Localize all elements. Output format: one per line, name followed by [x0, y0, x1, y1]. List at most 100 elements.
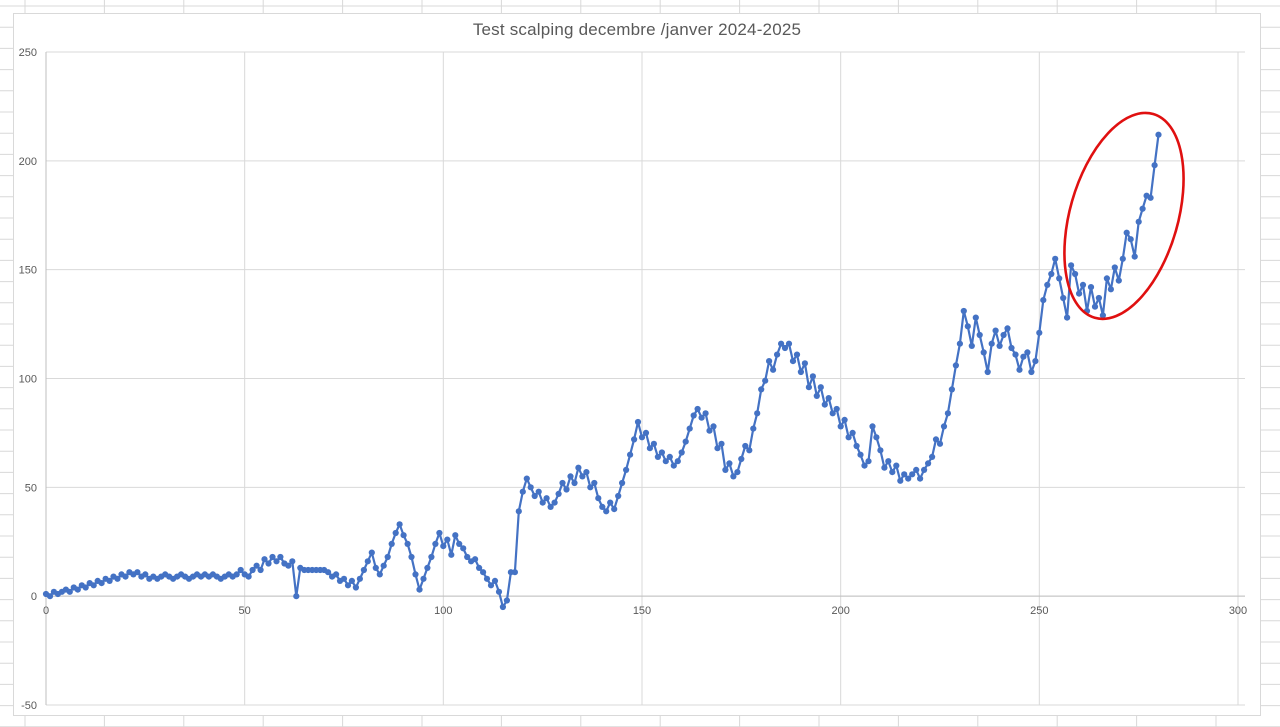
data-point [952, 362, 960, 369]
data-point [909, 471, 916, 478]
data-point [619, 479, 626, 487]
data-point [1040, 297, 1047, 304]
data-point [634, 418, 642, 426]
data-point [376, 571, 383, 578]
data-point [416, 586, 423, 593]
data-point [793, 351, 801, 358]
data-point [893, 462, 900, 469]
data-point [539, 499, 546, 506]
data-point [690, 412, 697, 419]
data-point [106, 577, 113, 585]
data-point [1127, 236, 1134, 243]
data-point [90, 582, 97, 589]
data-point [547, 503, 554, 510]
data-point [269, 553, 276, 561]
svg-text:250: 250 [1030, 605, 1048, 617]
data-point [917, 475, 924, 482]
data-point [623, 466, 630, 473]
data-point [480, 569, 487, 576]
data-point [881, 464, 888, 471]
data-point [1000, 331, 1007, 339]
data-point [662, 458, 669, 465]
chart-object[interactable] [13, 13, 1261, 716]
data-point [1111, 264, 1118, 271]
data-point [1048, 270, 1055, 278]
data-point [722, 466, 729, 473]
data-point [980, 349, 987, 356]
data-point [74, 586, 81, 593]
data-point [424, 564, 431, 572]
data-point [587, 484, 594, 491]
data-point [698, 414, 705, 421]
data-point [1095, 294, 1102, 302]
data-point [921, 466, 928, 473]
data-point [491, 577, 499, 585]
data-point [694, 405, 701, 413]
data-point [666, 453, 673, 460]
svg-text:50: 50 [25, 482, 37, 494]
data-point [523, 475, 530, 482]
data-point [1099, 312, 1106, 319]
data-point [527, 484, 534, 491]
data-series[interactable] [42, 131, 1162, 611]
svg-text:100: 100 [434, 605, 452, 617]
data-point [1107, 286, 1114, 293]
data-point [841, 416, 848, 423]
data-point [960, 307, 967, 315]
svg-text:300: 300 [1229, 605, 1247, 617]
data-point [571, 479, 578, 487]
data-point [730, 473, 737, 480]
chart-title[interactable]: Test scalping decembre /janver 2024-2025 [472, 20, 802, 39]
data-point [944, 410, 952, 417]
data-point [750, 425, 757, 432]
data-point [595, 495, 602, 502]
data-point [1012, 351, 1019, 358]
data-point [265, 560, 272, 567]
data-point [436, 529, 443, 537]
data-point [833, 405, 840, 413]
svg-text:0: 0 [31, 591, 37, 603]
data-point [551, 499, 558, 506]
data-point [1076, 290, 1083, 297]
data-point [988, 340, 995, 347]
svg-text:150: 150 [19, 265, 37, 277]
data-point [611, 506, 618, 513]
data-point [1087, 284, 1095, 291]
data-point [778, 340, 785, 347]
red-annotation-ellipse[interactable] [1043, 99, 1205, 333]
data-point [261, 556, 268, 563]
data-point [1155, 131, 1162, 138]
data-point [372, 564, 379, 572]
data-point [448, 551, 455, 558]
data-point [575, 464, 582, 471]
data-point [412, 571, 419, 578]
data-point [233, 571, 240, 578]
data-point [718, 440, 725, 447]
data-point [472, 556, 479, 563]
svg-text:250: 250 [19, 47, 37, 59]
data-point [638, 434, 646, 441]
data-point [940, 423, 948, 430]
data-point [408, 553, 415, 561]
data-point [758, 386, 765, 393]
svg-text:50: 50 [239, 605, 251, 617]
data-point [1036, 329, 1043, 336]
data-point [873, 434, 880, 441]
data-point [797, 368, 805, 376]
data-point [396, 521, 403, 528]
data-point [789, 358, 797, 365]
data-point [849, 429, 856, 436]
data-point [603, 508, 610, 515]
data-point [82, 584, 89, 591]
data-point [682, 438, 689, 445]
data-point [956, 340, 964, 347]
data-point [503, 597, 510, 604]
data-point [869, 423, 876, 430]
data-point [1020, 353, 1027, 360]
y-axis-tick-labels: -50 0 50 100 150 200 250 [19, 47, 37, 712]
data-point [1135, 218, 1142, 225]
data-point [932, 436, 940, 443]
data-point [658, 449, 666, 456]
